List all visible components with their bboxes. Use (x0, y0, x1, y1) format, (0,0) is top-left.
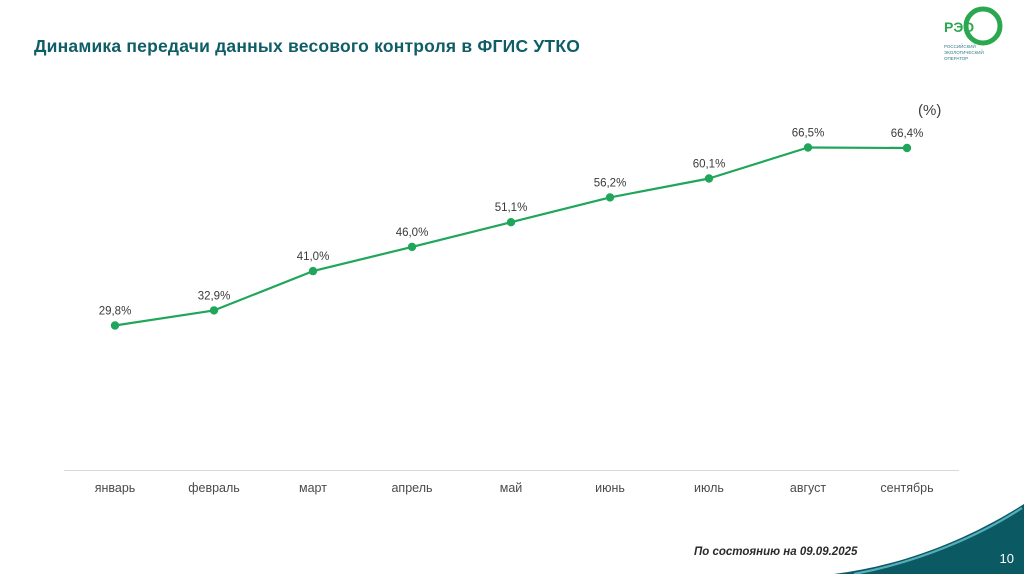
x-axis-label: февраль (188, 481, 240, 495)
data-label: 51,1% (495, 202, 528, 214)
data-label: 66,4% (891, 128, 924, 140)
data-label: 32,9% (198, 290, 231, 302)
data-label: 46,0% (396, 227, 429, 239)
logo-subtext-line2: ЭКОЛОГИЧЕСКИЙ (944, 48, 984, 55)
data-point (803, 143, 813, 152)
x-axis-label: январь (95, 481, 136, 495)
data-label: 41,0% (297, 251, 330, 263)
data-point (209, 306, 219, 315)
trend-line (113, 146, 909, 327)
data-point (110, 321, 120, 330)
logo-text: РЭО (944, 19, 974, 35)
x-axis-label: апрель (391, 481, 432, 495)
x-axis-label: июнь (595, 481, 625, 495)
data-point (902, 143, 912, 153)
corner-shape (834, 504, 1024, 574)
data-label: 29,8% (99, 306, 132, 318)
page-title: Динамика передачи данных весового контро… (34, 36, 581, 56)
x-axis-label: июль (694, 481, 724, 495)
data-point (605, 193, 615, 202)
logo-subtext-line1: РОССИЙСКИЙ (944, 42, 976, 49)
logo-ring-icon (963, 6, 1003, 46)
data-label: 60,1% (693, 159, 726, 171)
x-axis-label: август (790, 481, 827, 495)
x-axis-label: май (500, 481, 523, 495)
page-number: 10 (999, 551, 1014, 566)
reo-logo: РЭО РОССИЙСКИЙ ЭКОЛОГИЧЕСКИЙ ОПЕРАТОР (910, 4, 1010, 70)
corner-accent-curve (853, 507, 1023, 574)
data-point (407, 242, 417, 252)
logo-subtext-line3: ОПЕРАТОР (944, 56, 968, 61)
data-label: 56,2% (594, 177, 627, 189)
as-of-date-note: По состоянию на 09.09.2025 (694, 546, 858, 558)
data-label: 66,5% (792, 128, 825, 140)
corner-decoration (834, 504, 1024, 574)
y-axis-unit-label: (%) (918, 102, 942, 119)
data-point (506, 218, 516, 227)
x-axis-label: март (299, 481, 327, 495)
data-point (308, 266, 318, 276)
data-point (704, 174, 714, 183)
x-axis-label: сентябрь (880, 481, 933, 495)
